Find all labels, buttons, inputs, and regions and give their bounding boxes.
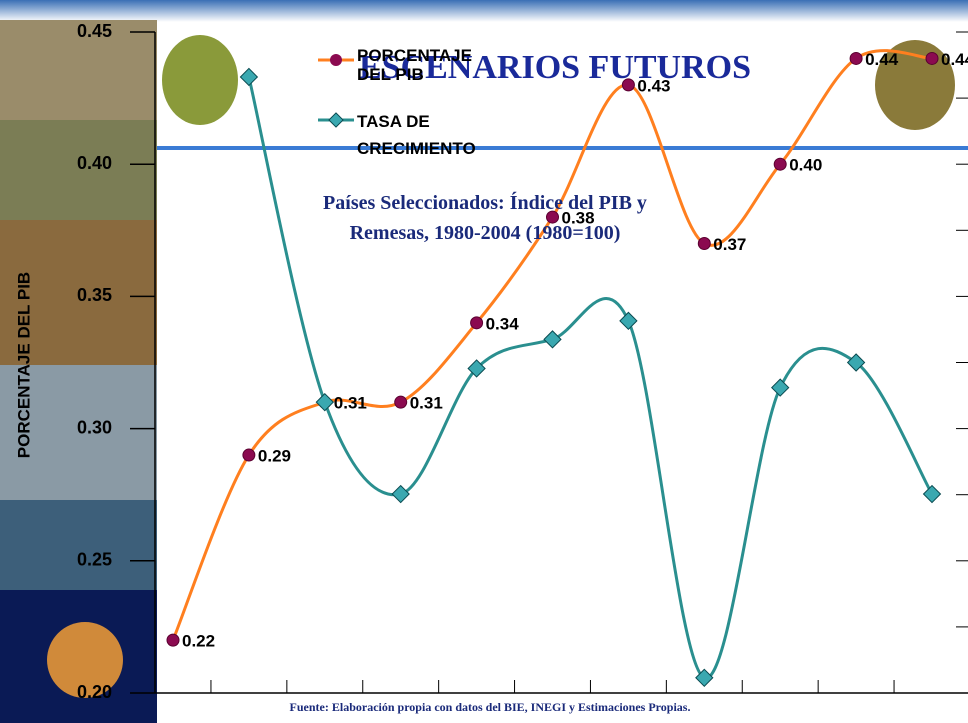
y-tick-label: 0.20 [77, 682, 112, 702]
point [467, 359, 486, 378]
point [695, 668, 714, 687]
point [771, 378, 790, 397]
point [773, 157, 787, 171]
point [925, 51, 939, 65]
y-tick-label: 0.45 [77, 21, 112, 41]
series-line [247, 76, 934, 680]
y-tick-label: 0.40 [77, 153, 112, 173]
point [470, 316, 484, 330]
source: Fuente: Elaboración propia con datos del… [290, 700, 691, 714]
top-band [0, 0, 968, 22]
y-tick-label: 0.35 [77, 285, 112, 305]
data-label: 0.37 [713, 235, 746, 254]
point [619, 311, 638, 331]
data-label: 0.40 [789, 156, 822, 175]
photo [0, 500, 157, 590]
point [242, 448, 256, 462]
header-rule [157, 146, 968, 150]
y-tick-label: 0.25 [77, 550, 112, 570]
legend [318, 54, 354, 128]
point [697, 237, 711, 251]
point [391, 484, 410, 504]
data-label: 0.44 [941, 50, 968, 69]
data-label: 0.43 [637, 76, 670, 95]
point [166, 633, 180, 647]
data-label: 0.44 [865, 50, 899, 69]
point [922, 484, 942, 504]
photo [0, 220, 157, 365]
point [239, 67, 259, 87]
data-label: 0.29 [258, 447, 291, 466]
chart-title: ESCENARIOS FUTUROS [359, 49, 751, 86]
photo [0, 20, 157, 120]
legend-label: TASA DE CRECIMIENTO [357, 112, 476, 158]
series-line [171, 49, 933, 641]
data-label: 0.22 [182, 632, 215, 651]
point [394, 395, 408, 409]
data-label: 0.38 [562, 209, 595, 228]
legend-label: PORCENTAJE DEL PIB [357, 46, 472, 84]
logo [162, 35, 238, 125]
photo-detail [47, 622, 123, 698]
y-tick-label: 0.30 [77, 417, 112, 437]
photo [0, 365, 157, 500]
point [543, 330, 562, 349]
legend-marker [328, 112, 344, 128]
data-label: 0.31 [410, 394, 443, 413]
legend-marker [330, 54, 342, 66]
data-label: 0.31 [334, 394, 367, 413]
point [846, 353, 866, 372]
data-label: 0.34 [486, 314, 520, 333]
point [546, 210, 559, 224]
point [621, 78, 635, 92]
y-axis-label: PORCENTAJE DEL PIB [14, 272, 33, 458]
photo [0, 120, 157, 220]
point [315, 392, 334, 412]
subtitle: Países Seleccionados: Índice del PIB y R… [323, 192, 647, 244]
point [849, 51, 863, 65]
